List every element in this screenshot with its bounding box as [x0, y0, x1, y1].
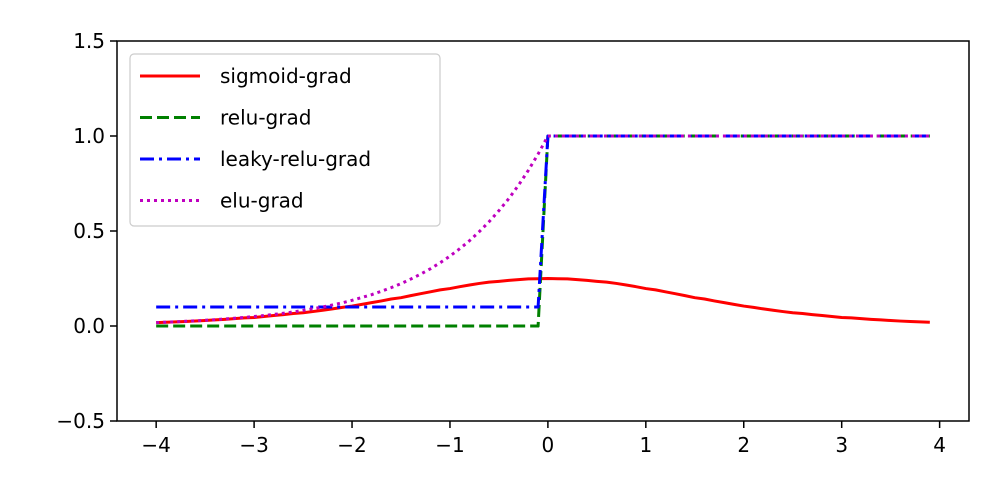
axis-layer: −4 −3 −2 −1 0 1 2 3 4 −0.5 0.0 0.5 1.0 1.5	[56, 29, 946, 457]
series-line-elu-grad	[156, 134, 930, 325]
x-tick-label: 3	[835, 433, 848, 457]
x-tick-label: −3	[239, 433, 268, 457]
x-tick-label: −4	[141, 433, 170, 457]
series-layer	[156, 134, 930, 328]
legend: sigmoid-grad relu-grad leaky-relu-grad elu-…	[129, 53, 441, 227]
x-tick-label: 2	[737, 433, 750, 457]
x-tick-label: 1	[639, 433, 652, 457]
y-tick-label: 1.0	[73, 124, 105, 148]
series-line-sigmoid-grad	[156, 277, 930, 325]
x-tick-label: 0	[542, 433, 555, 457]
legend-label-relu-grad: relu-grad	[220, 106, 311, 130]
legend-label-elu-grad: elu-grad	[220, 189, 304, 213]
series-line-leaky-relu-grad	[156, 134, 930, 309]
y-tick-label: 1.5	[73, 29, 105, 53]
legend-label-sigmoid-grad: sigmoid-grad	[220, 64, 352, 88]
x-tick-label: −2	[337, 433, 366, 457]
x-tick-label: −1	[435, 433, 464, 457]
x-tick-label: 4	[933, 433, 946, 457]
legend-box	[129, 53, 441, 227]
y-tick-label: 0.0	[73, 314, 105, 338]
y-tick-label: 0.5	[73, 219, 105, 243]
y-tick-label: −0.5	[56, 409, 105, 433]
legend-label-leaky-relu-grad: leaky-relu-grad	[220, 147, 371, 171]
